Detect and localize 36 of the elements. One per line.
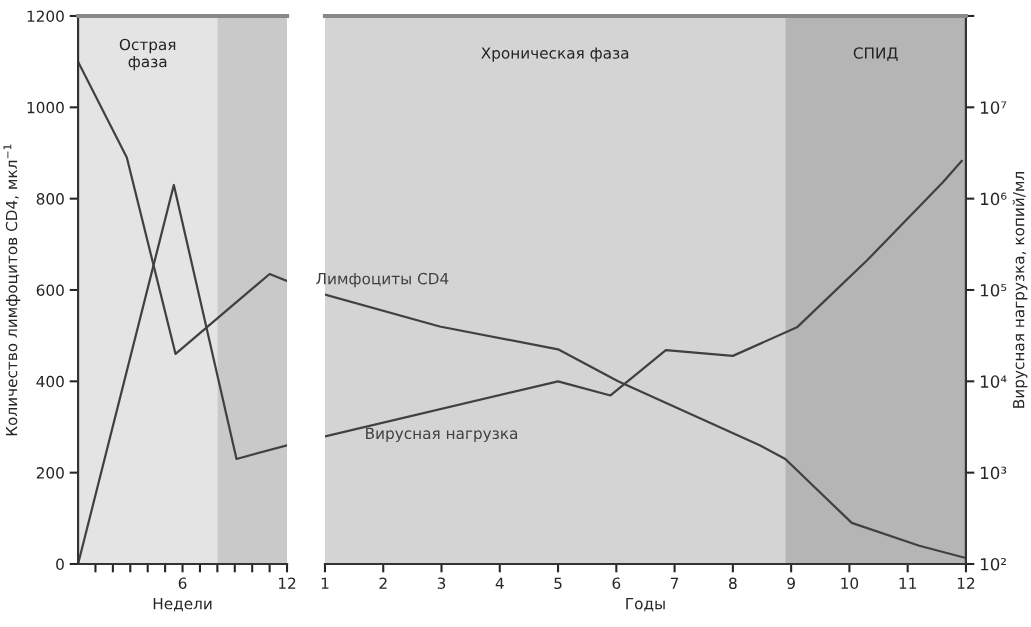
y-tick-label: 600 xyxy=(36,284,64,297)
x-tick-label: 5 xyxy=(554,577,562,590)
y2-tick-label: 10² xyxy=(980,557,1006,571)
y-tick-label: 0 xyxy=(56,558,64,571)
y2-tick-label: 10⁵ xyxy=(980,283,1007,297)
x-tick-label: 6 xyxy=(612,577,621,590)
y-tick-label: 200 xyxy=(36,467,64,479)
y-tick-label: 1200 xyxy=(27,10,64,23)
x-tick-label: 2 xyxy=(379,577,387,589)
x-tick-label: 10 xyxy=(841,577,859,590)
x-tick-label: 11 xyxy=(899,577,916,589)
y2-axis-title: Вирусная нагрузка, копий/мл xyxy=(1012,172,1028,408)
series-label: Лимфоциты CD4 xyxy=(316,272,449,288)
y-tick-label: 800 xyxy=(36,193,64,205)
y2-tick-label: 10⁶ xyxy=(980,192,1007,206)
y2-tick-label: 10⁴ xyxy=(980,375,1007,388)
x-tick-label: 12 xyxy=(957,577,975,589)
x-tick-label: 1 xyxy=(321,577,329,589)
band-label: СПИД xyxy=(853,47,898,61)
y-tick-label: 400 xyxy=(36,375,64,388)
x-tick-label: 8 xyxy=(729,577,737,590)
x-axis-title: Недели xyxy=(153,597,212,612)
x-tick-label: 4 xyxy=(495,577,504,589)
x-tick-label: 7 xyxy=(670,577,679,589)
band-label: Хроническая фаза xyxy=(481,47,629,62)
series-label: Вирусная нагрузка xyxy=(366,427,518,443)
x-tick-label: 3 xyxy=(437,577,446,590)
y-axis-title: Количество лимфоцитов CD4, мкл$^{−1}$ xyxy=(3,144,21,436)
y-tick-label: 1000 xyxy=(27,101,64,114)
x-axis-title: Годы xyxy=(626,597,665,612)
x-tick-label: 12 xyxy=(278,577,296,589)
y2-tick-label: 10³ xyxy=(980,466,1007,480)
x-tick-label: 9 xyxy=(787,577,795,590)
x-tick-label: 6 xyxy=(178,577,187,590)
y2-tick-label: 10⁷ xyxy=(980,101,1007,114)
band-label: Острая фаза xyxy=(119,38,176,71)
